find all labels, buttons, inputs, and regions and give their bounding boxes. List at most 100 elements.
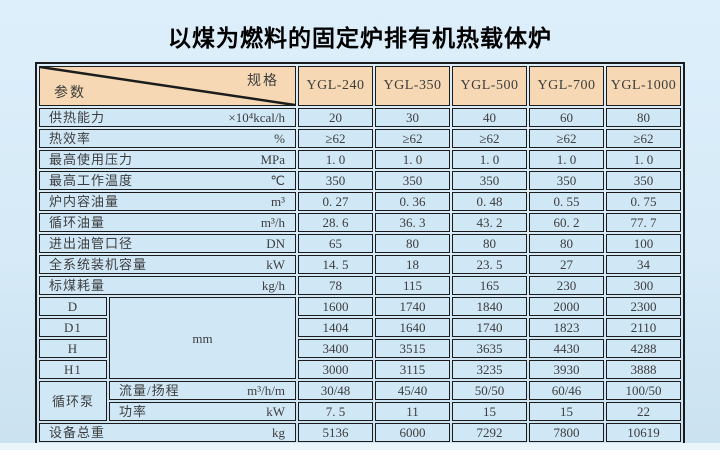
table-row: 循环油量 m³/h 28. 6 36. 3 43. 2 60. 2 77. 7 bbox=[39, 213, 681, 232]
param-unit: m³ bbox=[270, 194, 285, 209]
model-header: YGL-350 bbox=[375, 66, 450, 106]
value-cell: 1600 bbox=[298, 297, 373, 316]
value-cell: 34 bbox=[606, 255, 681, 274]
value-cell: 230 bbox=[529, 276, 604, 295]
value-cell: 3235 bbox=[452, 360, 527, 379]
spec-table-body: 供热能力 ×10⁴kcal/h 20 30 40 60 80 热效率% ≥62 ≥62 ≥62 ≥62… bbox=[39, 108, 681, 442]
value-cell: 80 bbox=[375, 234, 450, 253]
param-cell: 热效率% bbox=[39, 129, 296, 148]
model-header: YGL-500 bbox=[452, 66, 527, 106]
spec-table-header: 规格 参数 YGL-240 YGL-350 YGL-500 YGL-700 YGL-10… bbox=[39, 66, 681, 106]
value-cell: 3000 bbox=[298, 360, 373, 379]
value-cell: 0. 48 bbox=[452, 192, 527, 211]
param-cell-inner: 进出油管口径 DN bbox=[40, 235, 295, 252]
table-row: 设备总重 kg 5136 6000 7292 7800 10619 bbox=[39, 423, 681, 442]
value-cell: 350 bbox=[298, 171, 373, 190]
param-unit: DN bbox=[266, 236, 285, 251]
param-cell-inner: 最高工作温度 ℃ bbox=[40, 172, 295, 189]
param-unit: m³/h/m bbox=[247, 383, 285, 398]
param-cell: 全系统装机容量 kW bbox=[39, 255, 296, 274]
value-cell: 36. 3 bbox=[375, 213, 450, 232]
value-cell: 1740 bbox=[452, 318, 527, 337]
value-cell: ≥62 bbox=[529, 129, 604, 148]
value-cell: 2110 bbox=[606, 318, 681, 337]
param-unit: kW bbox=[266, 257, 285, 272]
value-cell: 20 bbox=[298, 108, 373, 127]
param-cell: 最高工作温度 ℃ bbox=[39, 171, 296, 190]
value-cell: 1740 bbox=[375, 297, 450, 316]
param-cell: 进出油管口径 DN bbox=[39, 234, 296, 253]
param-cell-inner: 功率 kW bbox=[110, 403, 295, 420]
dimension-unit-cell: mm bbox=[109, 297, 296, 379]
table-row: 最高工作温度 ℃ 350 350 350 350 350 bbox=[39, 171, 681, 190]
param-label: 全系统装机容量 bbox=[49, 257, 148, 272]
value-cell: 3635 bbox=[452, 339, 527, 358]
param-unit: kg bbox=[272, 425, 285, 440]
value-cell: 115 bbox=[375, 276, 450, 295]
param-cell-inner: 最高使用压力 MPa bbox=[40, 151, 295, 168]
param-cell-inner: 炉内容油量 m³ bbox=[40, 193, 295, 210]
value-cell: 1. 0 bbox=[298, 150, 373, 169]
param-label: 炉内容油量 bbox=[49, 194, 120, 209]
table-row: 全系统装机容量 kW 14. 5 18 23. 5 27 34 bbox=[39, 255, 681, 274]
param-cell: 炉内容油量 m³ bbox=[39, 192, 296, 211]
value-cell: 2300 bbox=[606, 297, 681, 316]
value-cell: 77. 7 bbox=[606, 213, 681, 232]
param-label: 进出油管口径 bbox=[49, 236, 134, 251]
param-cell-inner: 标煤耗量 kg/h bbox=[40, 277, 295, 294]
page-title: 以煤为燃料的固定炉排有机热载体炉 bbox=[168, 25, 552, 51]
table-row: 热效率% ≥62 ≥62 ≥62 ≥62 ≥62 bbox=[39, 129, 681, 148]
param-unit: kW bbox=[266, 404, 285, 419]
value-cell: 350 bbox=[606, 171, 681, 190]
value-cell: 80 bbox=[529, 234, 604, 253]
dim-label-cell: D bbox=[39, 297, 107, 316]
value-cell: ≥62 bbox=[298, 129, 373, 148]
value-cell: ≥62 bbox=[452, 129, 527, 148]
dim-label-cell: D1 bbox=[39, 318, 107, 337]
param-cell-inner: 循环油量 m³/h bbox=[40, 214, 295, 231]
param-label: 供热能力 bbox=[49, 110, 106, 125]
value-cell: 100/50 bbox=[606, 381, 681, 400]
value-cell: 350 bbox=[375, 171, 450, 190]
value-cell: 65 bbox=[298, 234, 373, 253]
value-cell: 1. 0 bbox=[452, 150, 527, 169]
bottom-strip bbox=[0, 443, 720, 450]
value-cell: 350 bbox=[452, 171, 527, 190]
value-cell: 1840 bbox=[452, 297, 527, 316]
value-cell: 15 bbox=[529, 402, 604, 421]
value-cell: 23. 5 bbox=[452, 255, 527, 274]
param-cell: 标煤耗量 kg/h bbox=[39, 276, 296, 295]
param-cell-inner: 流量/扬程 m³/h/m bbox=[110, 382, 295, 399]
param-cell-inner: 供热能力 ×10⁴kcal/h bbox=[40, 109, 295, 126]
param-unit: % bbox=[274, 131, 285, 146]
param-cell-inner: 热效率% bbox=[40, 130, 295, 147]
param-label: 设备总重 bbox=[49, 425, 106, 440]
value-cell: 350 bbox=[529, 171, 604, 190]
model-header: YGL-240 bbox=[298, 66, 373, 106]
value-cell: 15 bbox=[452, 402, 527, 421]
value-cell: 45/40 bbox=[375, 381, 450, 400]
value-cell: 27 bbox=[529, 255, 604, 274]
value-cell: 78 bbox=[298, 276, 373, 295]
param-cell-inner: 设备总重 kg bbox=[40, 424, 295, 441]
value-cell: 43. 2 bbox=[452, 213, 527, 232]
value-cell: 1823 bbox=[529, 318, 604, 337]
table-row: 供热能力 ×10⁴kcal/h 20 30 40 60 80 bbox=[39, 108, 681, 127]
value-cell: 0. 27 bbox=[298, 192, 373, 211]
value-cell: 7292 bbox=[452, 423, 527, 442]
value-cell: 1. 0 bbox=[375, 150, 450, 169]
value-cell: 30 bbox=[375, 108, 450, 127]
corner-cell: 规格 参数 bbox=[39, 66, 296, 106]
value-cell: 3515 bbox=[375, 339, 450, 358]
table-row: 进出油管口径 DN 65 80 80 80 100 bbox=[39, 234, 681, 253]
model-header: YGL-700 bbox=[529, 66, 604, 106]
dim-label-cell: H bbox=[39, 339, 107, 358]
param-unit: MPa bbox=[260, 152, 285, 167]
value-cell: 3400 bbox=[298, 339, 373, 358]
value-cell: ≥62 bbox=[375, 129, 450, 148]
param-unit: ℃ bbox=[270, 173, 285, 188]
table-row: H1 3000 3115 3235 3930 3888 bbox=[39, 360, 681, 379]
value-cell: 60 bbox=[529, 108, 604, 127]
